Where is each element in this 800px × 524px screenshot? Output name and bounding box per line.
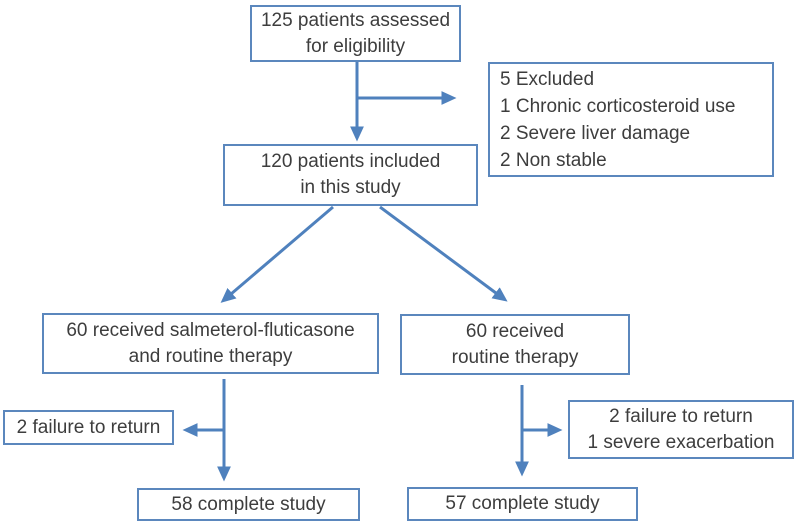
node-dropout-left: 2 failure to return: [3, 410, 174, 445]
connector-included-arm-left: [220, 205, 334, 303]
node-arm-routine-therapy: 60 received routine therapy: [400, 314, 630, 375]
node-text-line: and routine therapy: [128, 345, 293, 367]
node-arm-salmeterol-fluticasone: 60 received salmeterol-fluticasone and r…: [42, 313, 379, 374]
node-text-line: 57 complete study: [445, 493, 600, 514]
node-assessed-for-eligibility: 125 patients assessed for eligibility: [250, 5, 461, 62]
node-text-line: in this study: [300, 177, 401, 198]
node-complete-study-left: 58 complete study: [137, 488, 360, 521]
node-text-line: 1 Chronic corticosteroid use: [500, 95, 736, 117]
node-text-line: 125 patients assessed: [260, 9, 451, 31]
node-included-in-study: 120 patients included in this study: [223, 144, 478, 206]
node-text-line: 2 failure to return: [16, 416, 161, 438]
node-complete-study-right: 57 complete study: [407, 487, 638, 521]
node-text-line: 2 failure to return: [609, 405, 753, 427]
node-text-line: 60 received salmeterol-fluticasone: [66, 319, 355, 341]
node-dropout-right: 2 failure to return 1 severe exacerbatio…: [568, 400, 794, 459]
node-text-line: routine therapy: [451, 346, 579, 368]
node-text-line: 5 Excluded: [500, 68, 595, 90]
node-excluded: 5 Excluded 1 Chronic corticosteroid use …: [488, 62, 774, 177]
node-text-line: 58 complete study: [171, 493, 326, 515]
node-text-line: 120 patients included: [260, 151, 441, 172]
node-text-line: 60 received: [465, 320, 565, 342]
node-text-line: 1 severe exacerbation: [587, 431, 775, 453]
node-text-line: 2 Severe liver damage: [500, 122, 691, 144]
node-text-line: for eligibility: [305, 35, 406, 57]
node-text-line: 2 Non stable: [500, 149, 607, 171]
connector-included-arm-right: [379, 205, 508, 302]
